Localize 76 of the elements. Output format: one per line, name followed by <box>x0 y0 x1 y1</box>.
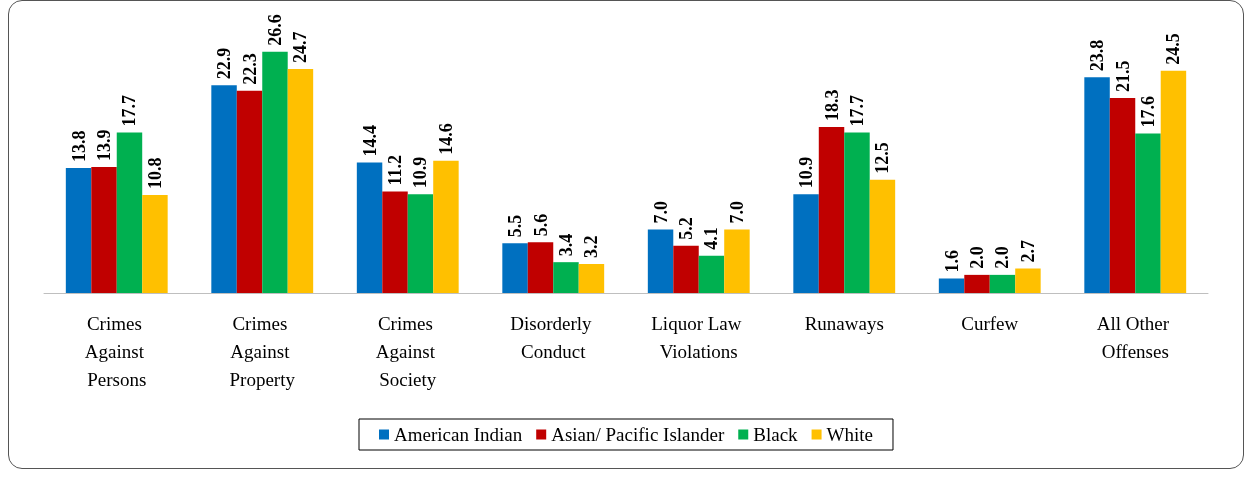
data-label: 3.2 <box>581 235 602 258</box>
data-label: 10.9 <box>796 156 817 189</box>
x-tick-label: Runaways <box>804 312 884 334</box>
bar <box>1160 70 1187 293</box>
data-label: 10.8 <box>144 157 165 190</box>
data-label: 5.5 <box>505 214 526 238</box>
data-label: 26.6 <box>264 14 285 46</box>
data-label: 23.8 <box>1087 39 1108 72</box>
bar <box>527 242 554 293</box>
legend-label: Black <box>753 424 799 445</box>
bar <box>673 245 699 293</box>
data-label: 17.7 <box>846 95 867 127</box>
data-label: 17.6 <box>1137 95 1158 128</box>
bar <box>724 229 750 293</box>
x-tick-label: Disorderly Conduct <box>510 312 597 362</box>
data-label: 14.6 <box>435 123 456 155</box>
data-label: 11.2 <box>385 154 406 186</box>
data-label: 2.0 <box>992 246 1013 269</box>
data-label: 2.0 <box>967 246 988 269</box>
bar <box>433 160 459 293</box>
data-label: 7.0 <box>650 201 671 224</box>
bar <box>502 243 528 293</box>
data-label: 1.6 <box>941 249 962 273</box>
bar <box>382 191 408 293</box>
data-label: 22.9 <box>214 47 235 80</box>
data-label: 12.5 <box>872 142 893 174</box>
bar <box>407 194 434 293</box>
legend-label: White <box>826 424 874 445</box>
bar <box>1084 77 1110 293</box>
bar <box>698 255 725 293</box>
x-tick-label: Crimes Against Persons <box>84 312 149 390</box>
bar <box>236 90 263 293</box>
bar <box>553 262 579 293</box>
data-label: 2.7 <box>1017 240 1038 263</box>
data-label: 21.5 <box>1112 60 1133 93</box>
data-label: 4.1 <box>701 227 722 250</box>
data-label: 24.7 <box>290 31 311 64</box>
bar <box>1135 133 1161 293</box>
bar <box>938 278 965 293</box>
x-tick-label: Curfew <box>961 312 1019 334</box>
bar <box>1109 98 1136 293</box>
legend-label: Asian/ Pacific Islander <box>551 424 725 445</box>
data-label: 22.3 <box>239 53 260 85</box>
data-label: 5.2 <box>676 217 697 240</box>
x-tick-label: All Other Offenses <box>1096 312 1174 362</box>
data-label: 17.7 <box>119 95 140 127</box>
bar <box>287 69 314 293</box>
bar <box>578 263 605 293</box>
bar <box>647 229 674 293</box>
data-label: 13.8 <box>68 130 89 162</box>
data-label: 14.4 <box>359 124 380 157</box>
data-label: 5.6 <box>530 213 551 237</box>
data-label: 13.9 <box>94 129 115 161</box>
data-label: 24.5 <box>1163 33 1184 65</box>
bar <box>142 195 168 293</box>
bar <box>964 274 990 293</box>
data-label: 10.9 <box>410 156 431 189</box>
bar <box>1015 268 1041 293</box>
bar <box>793 194 819 293</box>
bar <box>65 167 92 293</box>
bar <box>844 132 870 293</box>
bar <box>116 132 143 293</box>
legend-label: American Indian <box>394 424 523 445</box>
bar <box>356 162 383 293</box>
bar <box>91 166 117 293</box>
data-label: 3.4 <box>555 233 576 257</box>
bar <box>869 179 896 293</box>
data-label: 18.3 <box>821 89 842 122</box>
bar <box>262 51 288 293</box>
x-tick-label: Liquor Law Violations <box>651 312 747 362</box>
bar <box>989 274 1016 293</box>
x-tick-label: Crimes Against Property <box>229 312 296 390</box>
x-tick-label: Crimes Against Society <box>375 312 440 390</box>
bar <box>211 85 237 293</box>
bar <box>818 127 845 293</box>
data-label: 7.0 <box>726 201 747 224</box>
